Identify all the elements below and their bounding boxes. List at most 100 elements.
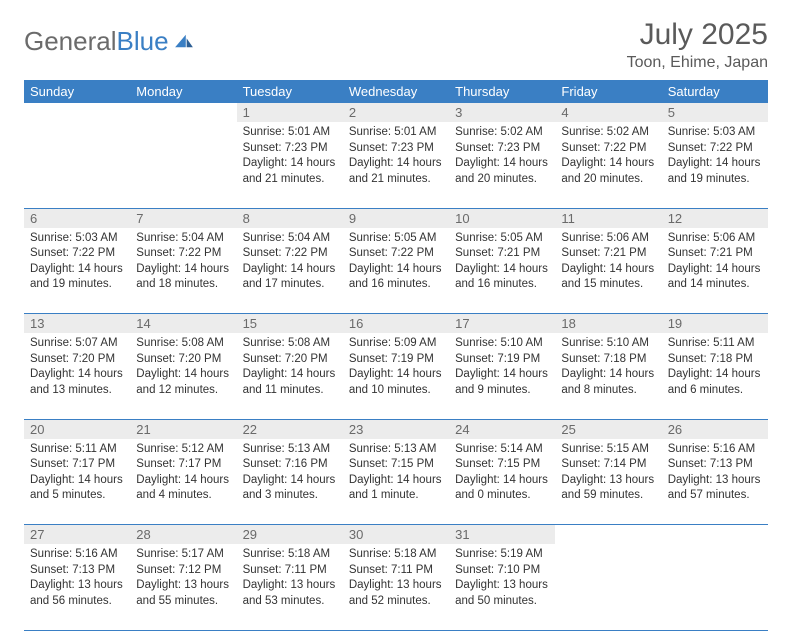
day-details: Sunrise: 5:04 AMSunset: 7:22 PMDaylight:… bbox=[237, 228, 343, 299]
day-number: 9 bbox=[343, 208, 449, 228]
day-details: Sunrise: 5:10 AMSunset: 7:18 PMDaylight:… bbox=[555, 333, 661, 404]
day-number: 27 bbox=[24, 525, 130, 545]
day-details: Sunrise: 5:04 AMSunset: 7:22 PMDaylight:… bbox=[130, 228, 236, 299]
day-number bbox=[130, 103, 236, 122]
day-number: 20 bbox=[24, 419, 130, 439]
day-details: Sunrise: 5:19 AMSunset: 7:10 PMDaylight:… bbox=[449, 544, 555, 615]
day-details: Sunrise: 5:08 AMSunset: 7:20 PMDaylight:… bbox=[130, 333, 236, 404]
day-number: 31 bbox=[449, 525, 555, 545]
day-details: Sunrise: 5:11 AMSunset: 7:17 PMDaylight:… bbox=[24, 439, 130, 510]
day-cell: Sunrise: 5:09 AMSunset: 7:19 PMDaylight:… bbox=[343, 333, 449, 419]
day-cell bbox=[662, 544, 768, 630]
day-details: Sunrise: 5:03 AMSunset: 7:22 PMDaylight:… bbox=[662, 122, 768, 193]
weekday-header: Saturday bbox=[662, 80, 768, 103]
day-details: Sunrise: 5:03 AMSunset: 7:22 PMDaylight:… bbox=[24, 228, 130, 299]
brand-part2: Blue bbox=[117, 26, 169, 56]
day-cell: Sunrise: 5:02 AMSunset: 7:23 PMDaylight:… bbox=[449, 122, 555, 208]
day-cell: Sunrise: 5:16 AMSunset: 7:13 PMDaylight:… bbox=[662, 439, 768, 525]
day-cell: Sunrise: 5:11 AMSunset: 7:18 PMDaylight:… bbox=[662, 333, 768, 419]
day-details: Sunrise: 5:05 AMSunset: 7:22 PMDaylight:… bbox=[343, 228, 449, 299]
day-number: 30 bbox=[343, 525, 449, 545]
day-number bbox=[662, 525, 768, 545]
day-number bbox=[24, 103, 130, 122]
day-details: Sunrise: 5:14 AMSunset: 7:15 PMDaylight:… bbox=[449, 439, 555, 510]
day-number-row: 20212223242526 bbox=[24, 419, 768, 439]
weekday-header: Tuesday bbox=[237, 80, 343, 103]
day-details: Sunrise: 5:13 AMSunset: 7:15 PMDaylight:… bbox=[343, 439, 449, 510]
day-number: 28 bbox=[130, 525, 236, 545]
day-number: 12 bbox=[662, 208, 768, 228]
day-cell: Sunrise: 5:05 AMSunset: 7:21 PMDaylight:… bbox=[449, 228, 555, 314]
day-details: Sunrise: 5:09 AMSunset: 7:19 PMDaylight:… bbox=[343, 333, 449, 404]
day-number-row: 13141516171819 bbox=[24, 314, 768, 334]
day-details: Sunrise: 5:01 AMSunset: 7:23 PMDaylight:… bbox=[237, 122, 343, 193]
day-cell: Sunrise: 5:18 AMSunset: 7:11 PMDaylight:… bbox=[343, 544, 449, 630]
weekday-header: Sunday bbox=[24, 80, 130, 103]
day-cell: Sunrise: 5:08 AMSunset: 7:20 PMDaylight:… bbox=[237, 333, 343, 419]
day-cell: Sunrise: 5:01 AMSunset: 7:23 PMDaylight:… bbox=[343, 122, 449, 208]
weekday-header-row: SundayMondayTuesdayWednesdayThursdayFrid… bbox=[24, 80, 768, 103]
day-body-row: Sunrise: 5:01 AMSunset: 7:23 PMDaylight:… bbox=[24, 122, 768, 208]
day-details: Sunrise: 5:17 AMSunset: 7:12 PMDaylight:… bbox=[130, 544, 236, 615]
day-details: Sunrise: 5:05 AMSunset: 7:21 PMDaylight:… bbox=[449, 228, 555, 299]
day-details: Sunrise: 5:10 AMSunset: 7:19 PMDaylight:… bbox=[449, 333, 555, 404]
day-cell bbox=[130, 122, 236, 208]
day-number: 4 bbox=[555, 103, 661, 122]
day-number-row: 2728293031 bbox=[24, 525, 768, 545]
day-details: Sunrise: 5:12 AMSunset: 7:17 PMDaylight:… bbox=[130, 439, 236, 510]
weekday-header: Monday bbox=[130, 80, 236, 103]
brand-part1: General bbox=[24, 26, 117, 56]
day-number: 14 bbox=[130, 314, 236, 334]
day-number: 1 bbox=[237, 103, 343, 122]
sail-icon bbox=[173, 33, 195, 49]
day-cell: Sunrise: 5:13 AMSunset: 7:16 PMDaylight:… bbox=[237, 439, 343, 525]
day-number: 23 bbox=[343, 419, 449, 439]
calendar-table: SundayMondayTuesdayWednesdayThursdayFrid… bbox=[24, 80, 768, 631]
day-cell: Sunrise: 5:11 AMSunset: 7:17 PMDaylight:… bbox=[24, 439, 130, 525]
month-title: July 2025 bbox=[627, 18, 768, 52]
day-number: 19 bbox=[662, 314, 768, 334]
day-number: 26 bbox=[662, 419, 768, 439]
day-cell: Sunrise: 5:08 AMSunset: 7:20 PMDaylight:… bbox=[130, 333, 236, 419]
day-number: 22 bbox=[237, 419, 343, 439]
day-details: Sunrise: 5:02 AMSunset: 7:23 PMDaylight:… bbox=[449, 122, 555, 193]
day-details: Sunrise: 5:15 AMSunset: 7:14 PMDaylight:… bbox=[555, 439, 661, 510]
day-details: Sunrise: 5:02 AMSunset: 7:22 PMDaylight:… bbox=[555, 122, 661, 193]
day-details: Sunrise: 5:18 AMSunset: 7:11 PMDaylight:… bbox=[237, 544, 343, 615]
day-number: 2 bbox=[343, 103, 449, 122]
brand-logo: GeneralBlue bbox=[24, 18, 195, 57]
day-cell: Sunrise: 5:06 AMSunset: 7:21 PMDaylight:… bbox=[662, 228, 768, 314]
day-number: 7 bbox=[130, 208, 236, 228]
day-number: 5 bbox=[662, 103, 768, 122]
day-number: 8 bbox=[237, 208, 343, 228]
day-cell: Sunrise: 5:04 AMSunset: 7:22 PMDaylight:… bbox=[130, 228, 236, 314]
day-body-row: Sunrise: 5:07 AMSunset: 7:20 PMDaylight:… bbox=[24, 333, 768, 419]
day-cell: Sunrise: 5:13 AMSunset: 7:15 PMDaylight:… bbox=[343, 439, 449, 525]
day-number: 10 bbox=[449, 208, 555, 228]
day-cell: Sunrise: 5:05 AMSunset: 7:22 PMDaylight:… bbox=[343, 228, 449, 314]
weekday-header: Friday bbox=[555, 80, 661, 103]
day-cell: Sunrise: 5:15 AMSunset: 7:14 PMDaylight:… bbox=[555, 439, 661, 525]
day-number-row: 12345 bbox=[24, 103, 768, 122]
day-number: 11 bbox=[555, 208, 661, 228]
day-number: 17 bbox=[449, 314, 555, 334]
brand-text: GeneralBlue bbox=[24, 26, 169, 57]
day-number: 24 bbox=[449, 419, 555, 439]
day-cell: Sunrise: 5:18 AMSunset: 7:11 PMDaylight:… bbox=[237, 544, 343, 630]
day-number: 25 bbox=[555, 419, 661, 439]
weekday-header: Wednesday bbox=[343, 80, 449, 103]
day-details: Sunrise: 5:16 AMSunset: 7:13 PMDaylight:… bbox=[662, 439, 768, 510]
day-number: 15 bbox=[237, 314, 343, 334]
day-body-row: Sunrise: 5:11 AMSunset: 7:17 PMDaylight:… bbox=[24, 439, 768, 525]
day-cell: Sunrise: 5:10 AMSunset: 7:19 PMDaylight:… bbox=[449, 333, 555, 419]
day-number: 13 bbox=[24, 314, 130, 334]
day-details: Sunrise: 5:16 AMSunset: 7:13 PMDaylight:… bbox=[24, 544, 130, 615]
title-block: July 2025 Toon, Ehime, Japan bbox=[627, 18, 768, 72]
day-details: Sunrise: 5:07 AMSunset: 7:20 PMDaylight:… bbox=[24, 333, 130, 404]
day-cell: Sunrise: 5:14 AMSunset: 7:15 PMDaylight:… bbox=[449, 439, 555, 525]
day-cell: Sunrise: 5:12 AMSunset: 7:17 PMDaylight:… bbox=[130, 439, 236, 525]
day-number: 18 bbox=[555, 314, 661, 334]
day-cell: Sunrise: 5:17 AMSunset: 7:12 PMDaylight:… bbox=[130, 544, 236, 630]
day-cell bbox=[555, 544, 661, 630]
weekday-header: Thursday bbox=[449, 80, 555, 103]
